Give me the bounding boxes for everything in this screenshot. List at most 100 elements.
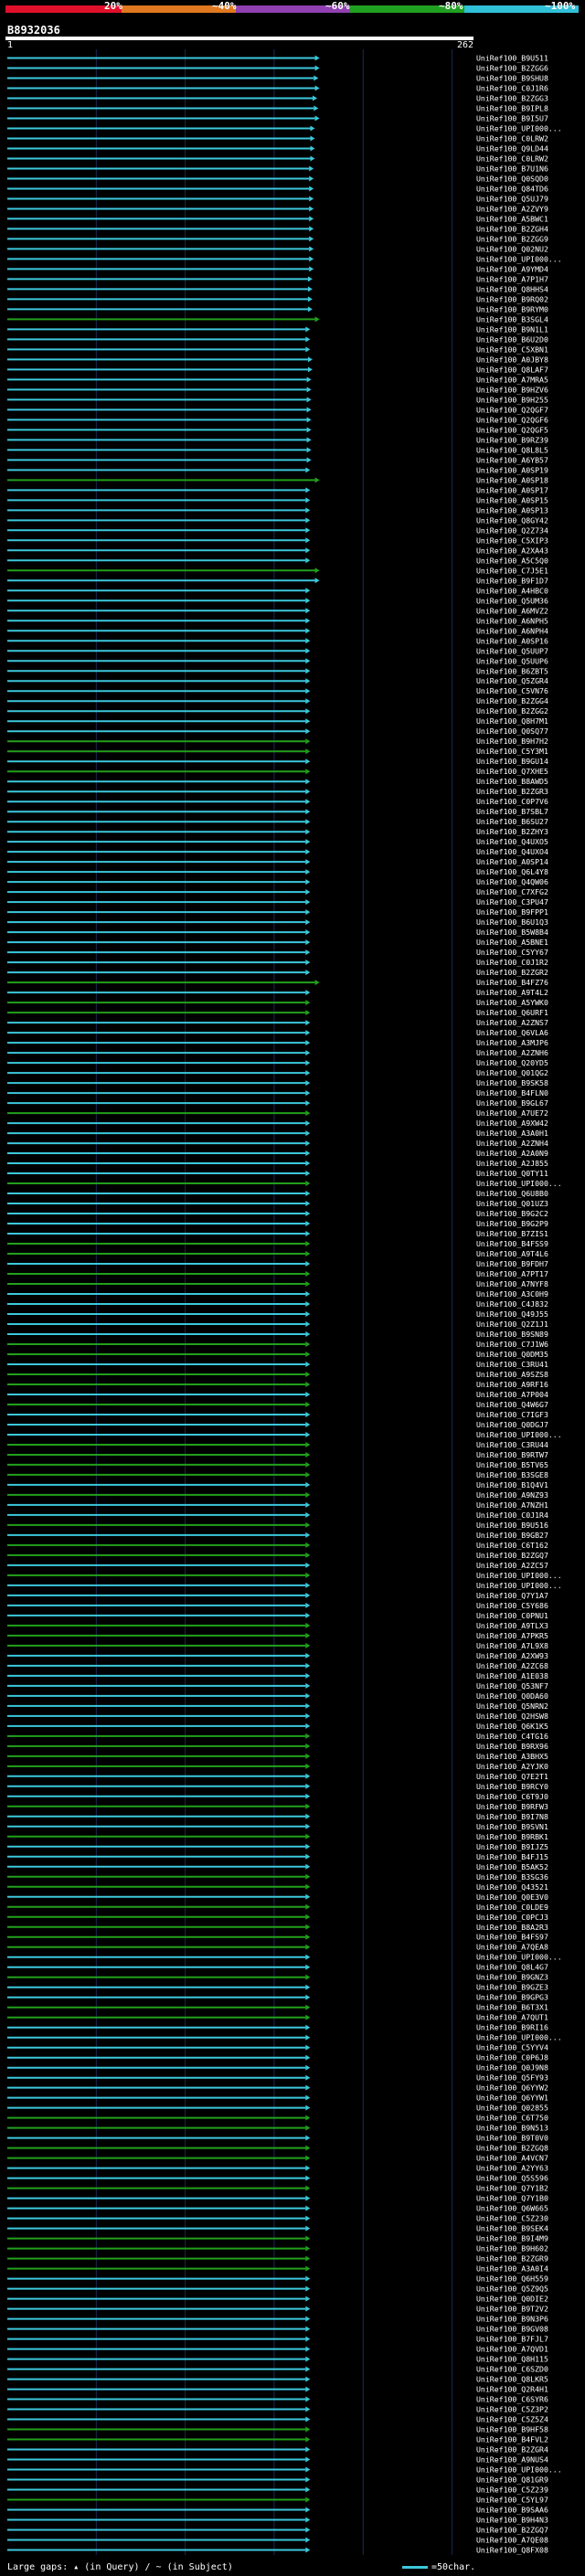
hit-row[interactable]: UniRef100_C4TG16 <box>7 1732 548 1741</box>
hit-row[interactable]: UniRef100_C5YL97 <box>7 2496 548 2505</box>
hit-label[interactable]: UniRef100_C6T750 <box>476 2114 548 2123</box>
hit-label[interactable]: UniRef100_Q43521 <box>476 1882 548 1892</box>
hit-row[interactable]: UniRef100_B9T2V2 <box>7 2305 548 2314</box>
hit-row[interactable]: UniRef100_Q2Z734 <box>7 525 548 535</box>
hit-label[interactable]: UniRef100_Q8LAF7 <box>476 365 548 374</box>
hit-label[interactable]: UniRef100_A9SZS8 <box>476 1370 548 1379</box>
hit-row[interactable]: UniRef100_C3PU47 <box>7 897 548 906</box>
hit-row[interactable]: UniRef100_B9SAA6 <box>7 2506 548 2515</box>
hit-row[interactable]: UniRef100_B9SHU8 <box>7 73 548 82</box>
hit-label[interactable]: UniRef100_C5YYV4 <box>476 2043 548 2052</box>
hit-label[interactable]: UniRef100_B3SGL4 <box>476 314 548 323</box>
hit-row[interactable]: UniRef100_A2ZNS7 <box>7 1018 548 1027</box>
hit-row[interactable]: UniRef100_Q6K1K5 <box>7 1722 548 1731</box>
hit-label[interactable]: UniRef100_A2XA43 <box>476 546 548 555</box>
hit-row[interactable]: UniRef100_B9HF58 <box>7 2425 548 2434</box>
hit-row[interactable]: UniRef100_B9G2P9 <box>7 1219 548 1228</box>
hit-label[interactable]: UniRef100_B9FDH7 <box>476 1259 548 1268</box>
hit-label[interactable]: UniRef100_Q7Y1A7 <box>476 1591 548 1600</box>
hit-label[interactable]: UniRef100_A9T4L6 <box>476 1249 548 1258</box>
hit-label[interactable]: UniRef100_B4FVL2 <box>476 2435 548 2444</box>
hit-label[interactable]: UniRef100_A2XW93 <box>476 1651 548 1660</box>
hit-row[interactable]: UniRef100_B4FLN0 <box>7 1088 548 1097</box>
hit-row[interactable]: UniRef100_A7L9X8 <box>7 1641 548 1650</box>
hit-label[interactable]: UniRef100_A6NPH4 <box>476 626 548 635</box>
hit-label[interactable]: UniRef100_Q2Z1J1 <box>476 1320 548 1329</box>
hit-label[interactable]: UniRef100_B9H255 <box>476 395 548 404</box>
hit-row[interactable]: UniRef100_Q2QGF6 <box>7 415 548 424</box>
hit-row[interactable]: UniRef100_A2XA43 <box>7 546 548 555</box>
hit-row[interactable]: UniRef100_A2ZC68 <box>7 1661 548 1670</box>
hit-label[interactable]: UniRef100_Q6URF1 <box>476 1008 548 1017</box>
hit-label[interactable]: UniRef100_UPI000... <box>476 1179 562 1188</box>
hit-row[interactable]: UniRef100_A0SP14 <box>7 857 548 866</box>
hit-row[interactable]: UniRef100_C6SYR6 <box>7 2395 548 2404</box>
hit-row[interactable]: UniRef100_Q7XHE5 <box>7 767 548 776</box>
hit-row[interactable]: UniRef100_Q2QGF7 <box>7 405 548 414</box>
hit-label[interactable]: UniRef100_A0SP16 <box>476 636 548 645</box>
hit-row[interactable]: UniRef100_B9SN89 <box>7 1330 548 1339</box>
hit-row[interactable]: UniRef100_B9H255 <box>7 395 548 404</box>
hit-row[interactable]: UniRef100_C5Z239 <box>7 2486 548 2495</box>
hit-row[interactable]: UniRef100_B2ZGQ7 <box>7 2526 548 2535</box>
hit-row[interactable]: UniRef100_A5YWK0 <box>7 998 548 1007</box>
hit-row[interactable]: UniRef100_B3SG36 <box>7 1872 548 1882</box>
hit-label[interactable]: UniRef100_Q8LKR5 <box>476 2375 548 2384</box>
hit-label[interactable]: UniRef100_B9FPP1 <box>476 907 548 917</box>
hit-row[interactable]: UniRef100_A7P004 <box>7 1390 548 1399</box>
hit-row[interactable]: UniRef100_B9T0V0 <box>7 2134 548 2143</box>
hit-row[interactable]: UniRef100_Q9LD44 <box>7 143 548 153</box>
hit-row[interactable]: UniRef100_B4FS97 <box>7 1933 548 1942</box>
hit-row[interactable]: UniRef100_C6T750 <box>7 2114 548 2123</box>
hit-label[interactable]: UniRef100_C5YY67 <box>476 948 548 957</box>
hit-label[interactable]: UniRef100_B9HF58 <box>476 2425 548 2434</box>
hit-label[interactable]: UniRef100_Q6YYW1 <box>476 2094 548 2103</box>
hit-label[interactable]: UniRef100_B9GPG3 <box>476 1993 548 2002</box>
hit-row[interactable]: UniRef100_B1Q4V1 <box>7 1480 548 1489</box>
hit-row[interactable]: UniRef100_B7FJL7 <box>7 2335 548 2344</box>
hit-row[interactable]: UniRef100_UPI000... <box>7 254 562 263</box>
hit-label[interactable]: UniRef100_B9IPL8 <box>476 103 548 112</box>
hit-label[interactable]: UniRef100_B9H7H2 <box>476 737 548 746</box>
hit-label[interactable]: UniRef100_A3A0H1 <box>476 1129 548 1138</box>
hit-label[interactable]: UniRef100_C0LDE9 <box>476 1903 548 1912</box>
hit-label[interactable]: UniRef100_A2A0N9 <box>476 1149 548 1158</box>
hit-label[interactable]: UniRef100_A2YJK0 <box>476 1762 548 1771</box>
hit-row[interactable]: UniRef100_A3A0I4 <box>7 2264 548 2274</box>
hit-label[interactable]: UniRef100_B2ZHY3 <box>476 827 548 836</box>
hit-row[interactable]: UniRef100_A2A0N9 <box>7 1149 548 1158</box>
hit-row[interactable]: UniRef100_A9TLX3 <box>7 1621 548 1630</box>
hit-row[interactable]: UniRef100_B9I5U7 <box>7 113 548 122</box>
hit-label[interactable]: UniRef100_Q2R4H1 <box>476 2385 548 2394</box>
hit-label[interactable]: UniRef100_B2ZGR3 <box>476 787 548 796</box>
hit-label[interactable]: UniRef100_B9SVN1 <box>476 1822 548 1831</box>
hit-label[interactable]: UniRef100_C5Y686 <box>476 1601 548 1610</box>
hit-label[interactable]: UniRef100_B4FSS9 <box>476 1239 548 1248</box>
hit-label[interactable]: UniRef100_B8A2R3 <box>476 1923 548 1932</box>
hit-row[interactable]: UniRef100_Q4QW06 <box>7 877 548 886</box>
hit-row[interactable]: UniRef100_Q8FX08 <box>7 2546 548 2555</box>
hit-label[interactable]: UniRef100_C6SYR6 <box>476 2395 548 2404</box>
hit-label[interactable]: UniRef100_A7QUT1 <box>476 2013 548 2022</box>
hit-label[interactable]: UniRef100_B5AK52 <box>476 1862 548 1871</box>
hit-row[interactable]: UniRef100_A0SP18 <box>7 475 548 484</box>
hit-row[interactable]: UniRef100_A2ZVY9 <box>7 204 548 213</box>
hit-label[interactable]: UniRef100_A1E038 <box>476 1671 548 1680</box>
hit-row[interactable]: UniRef100_C7XFG2 <box>7 887 548 896</box>
hit-label[interactable]: UniRef100_Q0SQ77 <box>476 726 548 736</box>
hit-label[interactable]: UniRef100_A9NZ93 <box>476 1490 548 1500</box>
hit-row[interactable]: UniRef100_Q0SQ77 <box>7 726 548 736</box>
hit-row[interactable]: UniRef100_B6U2D0 <box>7 334 548 344</box>
hit-label[interactable]: UniRef100_A5BNE1 <box>476 938 548 947</box>
hit-row[interactable]: UniRef100_Q2QGF5 <box>7 425 548 434</box>
hit-row[interactable]: UniRef100_C3RU44 <box>7 1440 548 1449</box>
hit-row[interactable]: UniRef100_A2YJK0 <box>7 1762 548 1771</box>
hit-row[interactable]: UniRef100_B9H602 <box>7 2244 548 2253</box>
hit-label[interactable]: UniRef100_B9T0V0 <box>476 2134 548 2143</box>
hit-row[interactable]: UniRef100_C0LRW2 <box>7 154 548 163</box>
hit-label[interactable]: UniRef100_Q6U8B0 <box>476 1189 548 1198</box>
hit-label[interactable]: UniRef100_A2ZNS7 <box>476 1018 548 1027</box>
hit-label[interactable]: UniRef100_Q5UJ79 <box>476 194 548 203</box>
hit-row[interactable]: UniRef100_Q6YYW2 <box>7 2083 548 2093</box>
hit-row[interactable]: UniRef100_C5XIP3 <box>7 535 548 545</box>
